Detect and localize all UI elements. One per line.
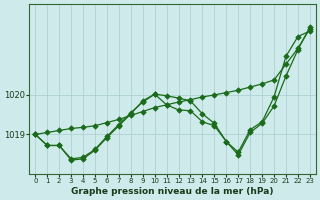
X-axis label: Graphe pression niveau de la mer (hPa): Graphe pression niveau de la mer (hPa) [71,187,274,196]
